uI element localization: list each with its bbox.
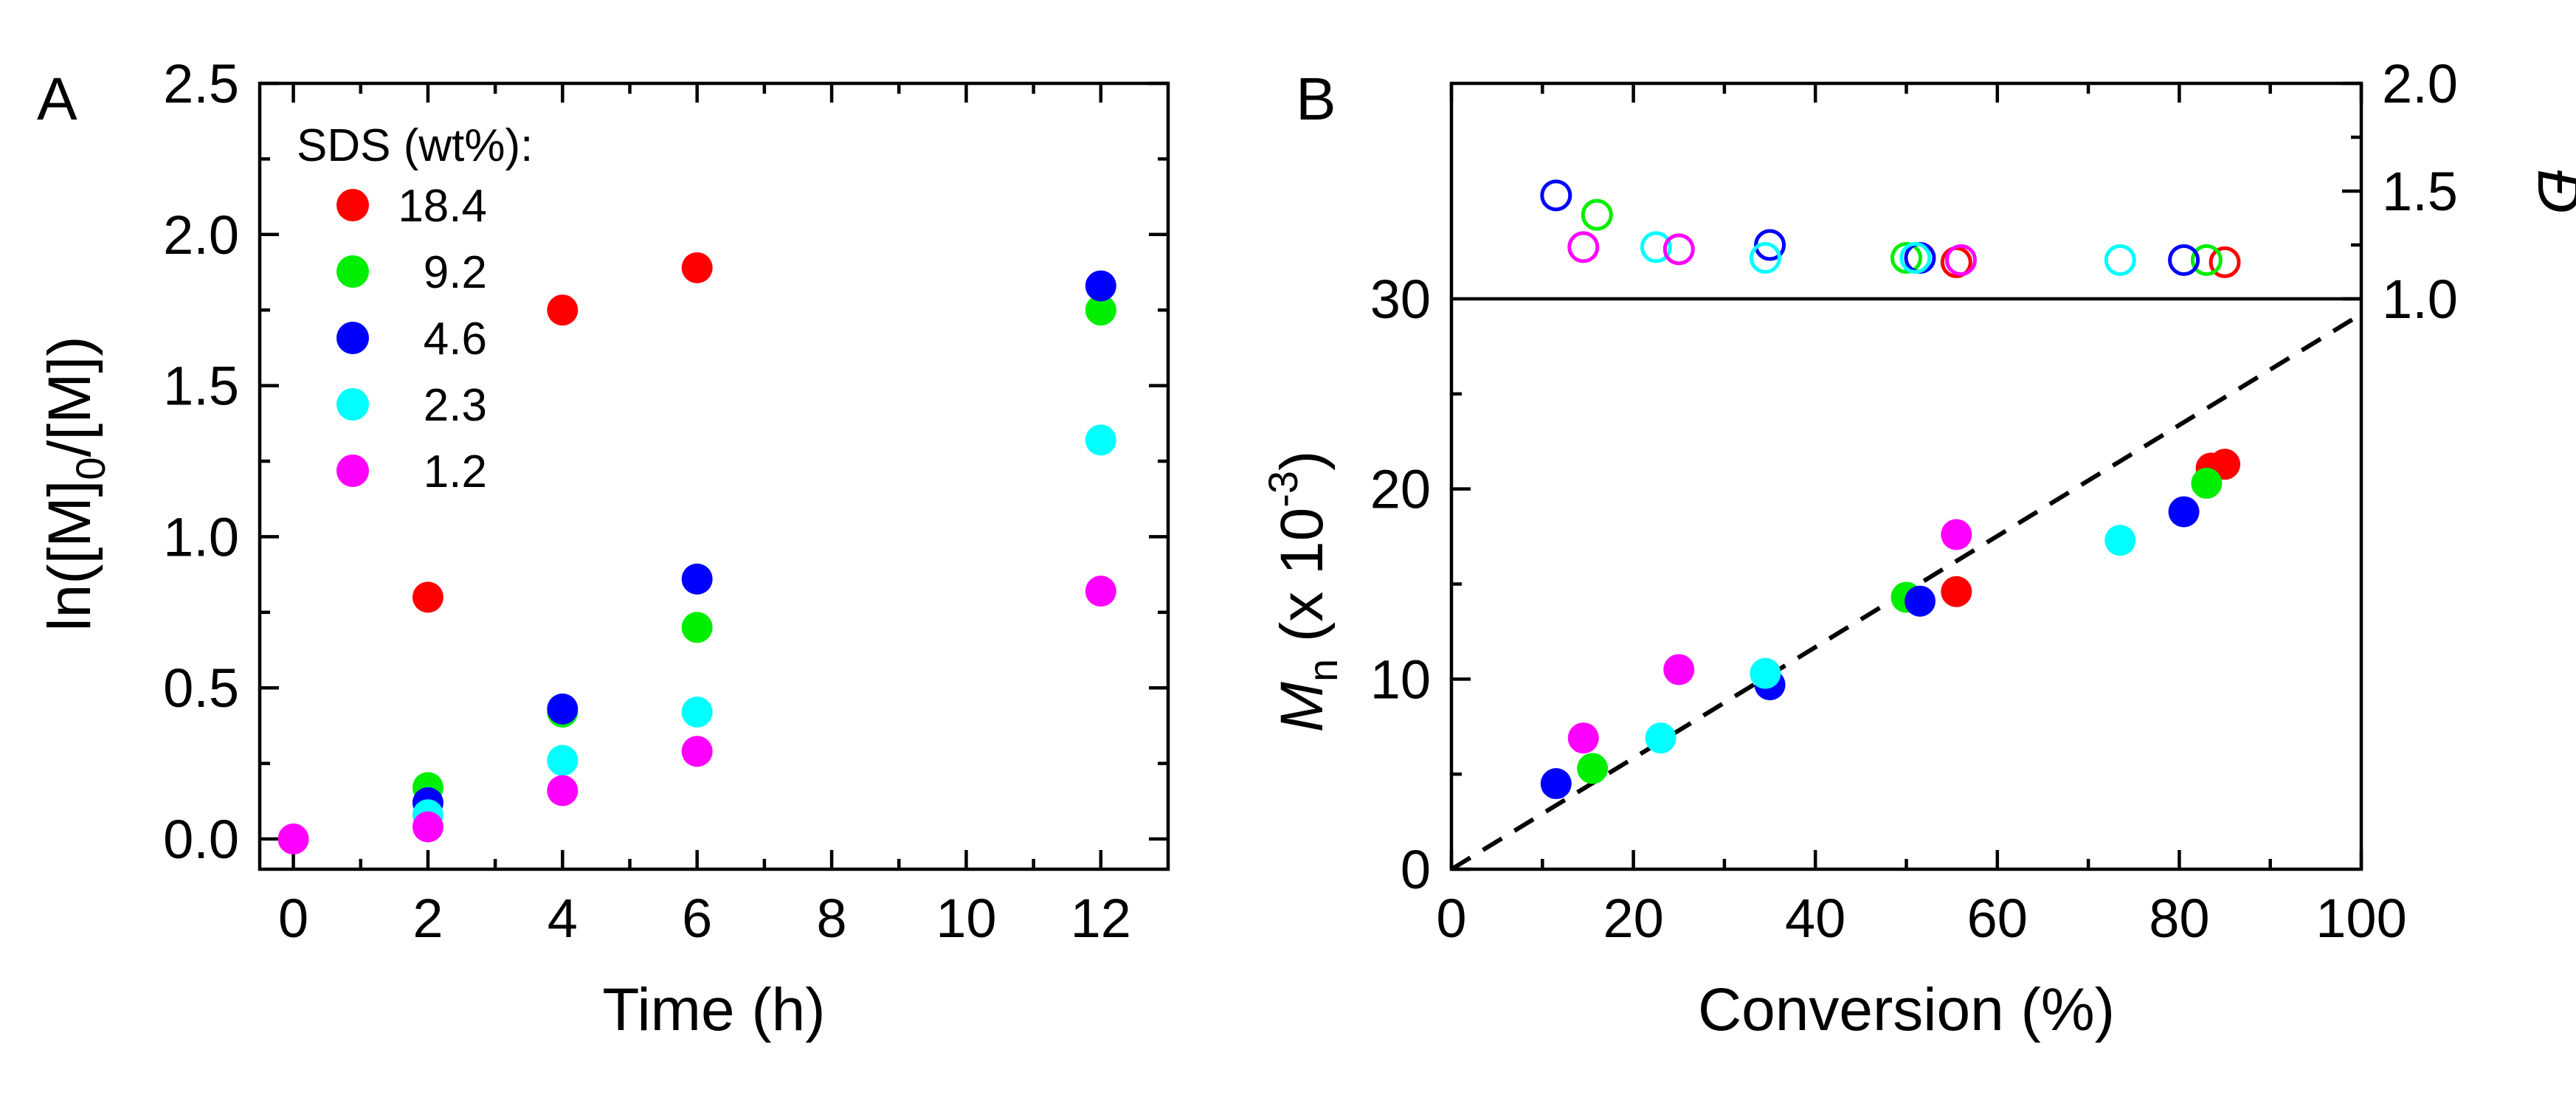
x-tick-label: 10 [936,888,996,949]
right-y-tick-label: 1.0 [2382,269,2458,330]
dispersity-data-point [1944,243,1977,276]
panel-a: 0 2 4 6 8 10 12 0.0 0.5 1.0 1.5 2.0 2.5 Time (h) ln([M… [36,53,1170,1043]
dispersity-data-point [1540,179,1572,212]
mn-data-point [2104,525,2136,556]
legend-title: SDS (wt%): [297,120,533,171]
panel-b: 0 20 40 60 80 100 0 10 20 30 1.0 1.5 2.0 Conversion (… [1260,53,2576,1043]
y-tick-label: 30 [1370,269,1431,330]
x-tick-label: 12 [1071,888,1131,949]
mn-data-point [1645,722,1677,754]
y-tick-label: 2.0 [163,204,239,266]
data-point [547,775,579,806]
x-tick-label: 20 [1603,888,1663,949]
right-y-tick-label: 2.0 [2382,53,2458,114]
dispersity-data-point [1754,229,1786,261]
y-tick-label: 20 [1370,459,1431,520]
y-tick-label: 0.5 [163,657,239,719]
y-tick-label: 0 [1401,839,1431,900]
dispersity-data-point [2209,246,2241,278]
y-axis-title-subscript: 0 [67,457,114,480]
x-tick-label: 40 [1785,888,1845,949]
legend-label: 4.6 [424,314,487,365]
x-tick-label: 60 [1967,888,2028,949]
x-tick-label: 4 [548,888,578,949]
x-tick-label: 6 [682,888,712,949]
data-point [1085,424,1116,456]
dispersity-data-point [1890,242,1922,274]
y-axis-title: ln([M]0/[M]) [36,336,114,631]
legend-marker [336,189,369,221]
data-point [681,697,713,728]
panel-label-b: B [1296,66,1336,133]
y-tick-label: 1.0 [163,506,239,567]
mn-data-point [1663,654,1695,685]
dispersity-data-point [1899,242,1932,274]
legend-label: 9.2 [424,247,487,298]
y-tick-label: 0.0 [163,809,239,870]
legend-marker [336,455,369,487]
dispersity-data-point [1749,242,1781,274]
dispersity-data-point [2190,243,2223,276]
legend-label: 18.4 [398,181,487,232]
dispersity-data-point [1640,231,1672,263]
x-axis-title: Time (h) [602,976,825,1043]
mn-data-point [1577,753,1609,784]
mn-data-point [1904,585,1936,617]
y-axis-title-part: ln([M] [36,480,103,632]
mn-data-point [1750,657,1781,689]
data-point [277,823,309,855]
right-y-axis-title: Đ [2525,169,2576,213]
dispersity-data-point [1581,198,1613,231]
data-point [412,811,443,843]
x-tick-label: 80 [2149,888,2209,949]
y-axis-title-superscript: -3 [1260,471,1306,508]
legend-marker [336,322,369,354]
plot-frame [258,81,1170,871]
dispersity-data-point [1567,231,1600,263]
y-axis-title: Mn (x 10-3) [1260,451,1346,733]
data-point [1085,270,1116,302]
mn-data-point [1540,768,1572,800]
y-axis-title-subscript: n [1299,659,1346,682]
data-point [412,581,443,613]
dispersity-data-point [1662,233,1695,266]
x-tick-label: 8 [816,888,846,949]
data-point [681,736,713,767]
x-tick-label: 0 [278,888,308,949]
y-axis-title-part: ) [1268,451,1336,471]
y-tick-label: 2.5 [163,53,239,114]
y-axis-title-part: /[M]) [36,336,103,457]
y-axis-title-part: M [1268,681,1336,732]
legend-label: 2.3 [424,380,487,431]
x-tick-label: 0 [1436,888,1466,949]
data-point [547,745,579,776]
mn-data-point [2168,496,2200,528]
y-axis-title-part: (x 10 [1268,508,1336,659]
x-axis-title: Conversion (%) [1698,976,2115,1043]
y-tick-label: 10 [1370,649,1431,710]
panel-label-a: A [37,66,77,133]
mn-data-point [2191,467,2223,499]
data-point [547,693,579,725]
right-y-tick-label: 1.5 [2382,161,2458,222]
y-tick-label: 1.5 [163,356,239,417]
data-point [681,252,713,283]
dispersity-data-point [2104,243,2136,276]
data-point [1085,576,1116,607]
legend-marker [336,255,369,288]
data-point [1085,294,1116,326]
data-point [681,563,713,595]
data-point [547,294,579,326]
legend-label: 1.2 [424,446,487,497]
legend-marker [336,388,369,421]
x-tick-label: 2 [412,888,443,949]
mn-data-point [1941,519,1972,550]
mn-data-point [1567,722,1599,754]
dispersity-data-point [2168,243,2200,276]
x-tick-label: 100 [2316,888,2406,949]
mn-data-point [1941,576,1972,607]
data-point [681,612,713,643]
